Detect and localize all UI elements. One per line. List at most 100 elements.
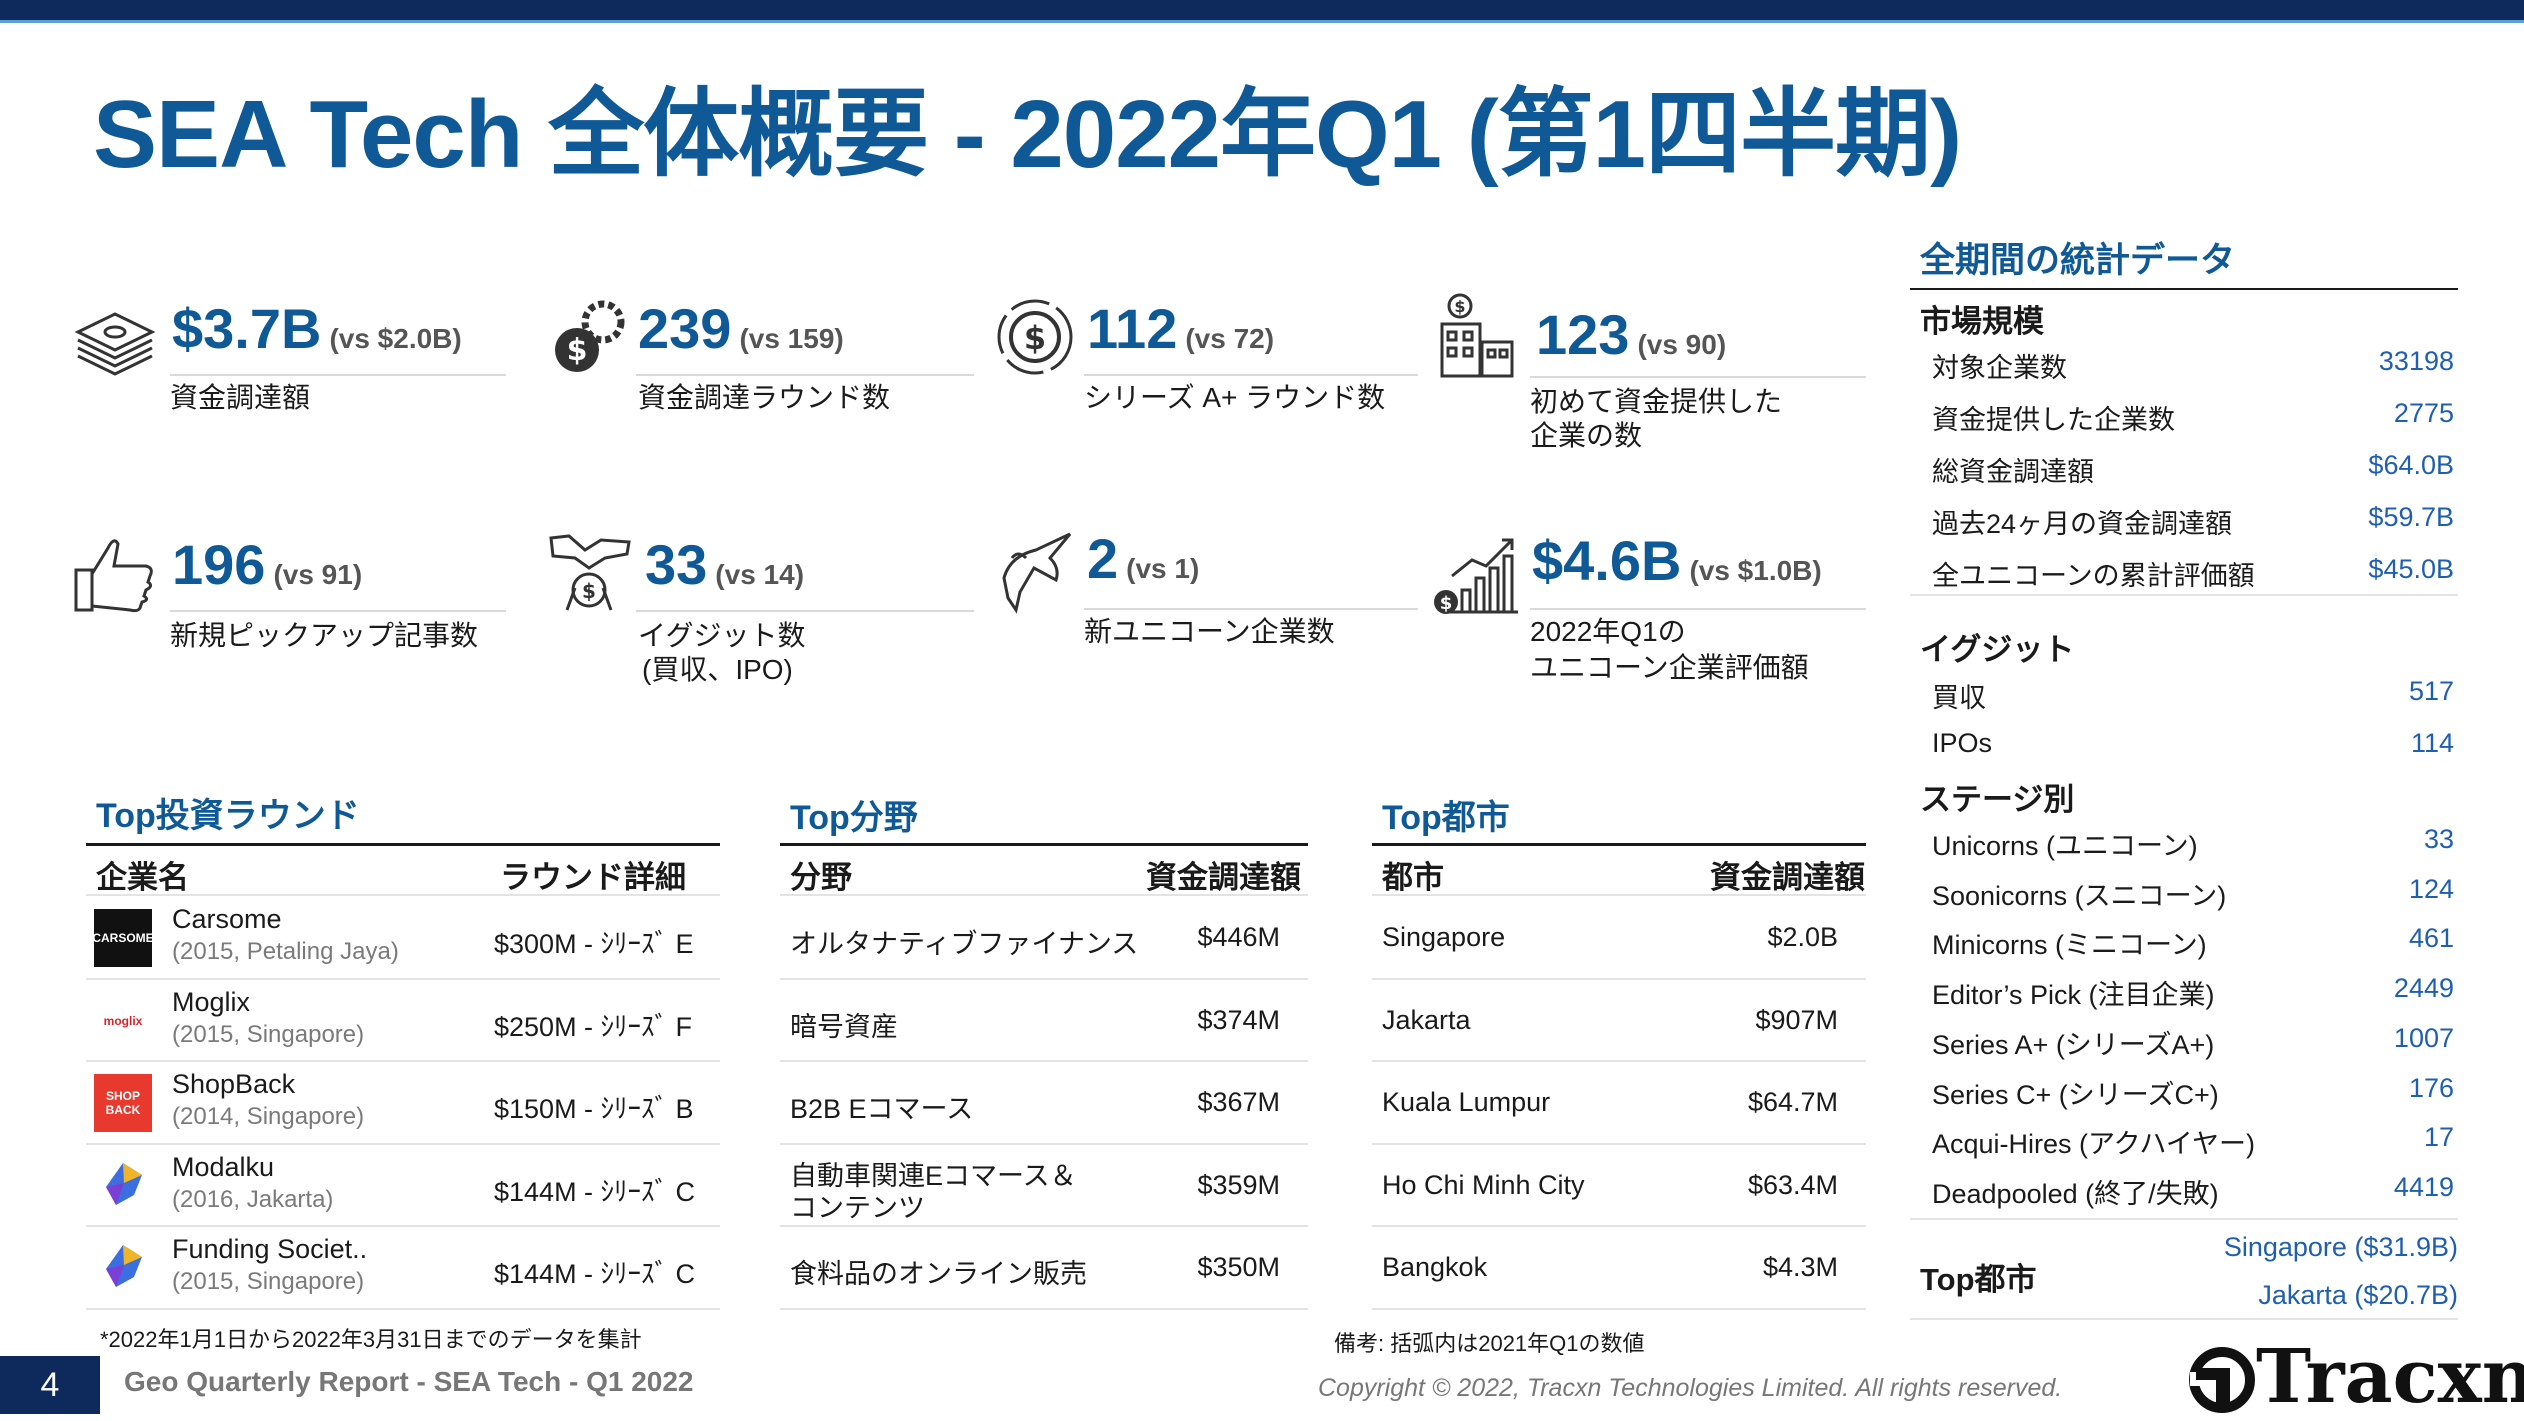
top-sectors-title: Top分野 xyxy=(790,799,918,837)
report-name: Geo Quarterly Report - SEA Tech - Q1 202… xyxy=(124,1366,694,1397)
kpi-value: 239 xyxy=(638,297,732,360)
sector-amount: $359M xyxy=(1197,1169,1280,1200)
column-header-city: 都市 xyxy=(1382,860,1444,895)
company-logo xyxy=(94,1156,152,1215)
stat-label: Series C+ (シリーズC+) xyxy=(1932,1079,2219,1110)
city-name: Ho Chi Minh City xyxy=(1382,1169,1585,1200)
divider xyxy=(170,610,506,612)
kpi-value: 2 xyxy=(1087,527,1119,590)
sector-name: オルタナティブファイナンス xyxy=(790,929,1139,959)
handshake-icon: $ xyxy=(545,528,635,618)
divider xyxy=(1372,1307,1866,1310)
top-bar xyxy=(0,0,2524,20)
divider xyxy=(170,374,506,376)
kpi-label: (買収、IPO) xyxy=(642,654,793,685)
building-dollar-icon: $ xyxy=(1432,292,1522,382)
divider xyxy=(86,977,720,980)
column-header-company: 企業名 xyxy=(96,860,189,895)
dollar-circle-icon: $ xyxy=(990,292,1080,382)
city-name: Bangkok xyxy=(1382,1252,1488,1282)
company-meta: (2015, Singapore) xyxy=(172,1268,365,1295)
divider xyxy=(780,1060,1308,1062)
divider xyxy=(1530,608,1866,610)
company-meta: (2016, Jakarta) xyxy=(172,1185,334,1213)
city-amount: $64.7M xyxy=(1747,1087,1838,1117)
kpi-label: 新ユニコーン企業数 xyxy=(1084,616,1335,647)
svg-text:$: $ xyxy=(1024,319,1046,357)
stat-value: 4419 xyxy=(2393,1171,2454,1202)
kpi-label: 初めて資金提供した xyxy=(1530,386,1783,417)
unicorn-icon xyxy=(990,528,1080,618)
round-detail: $144M - ｼﾘｰｽﾞ C xyxy=(494,1259,696,1289)
top-rounds-title: Top投資ラウンド xyxy=(96,797,360,835)
divider xyxy=(86,1225,720,1227)
divider xyxy=(1372,843,1866,846)
tracxn-brand: Tracxn xyxy=(2256,1334,2524,1420)
divider xyxy=(780,1225,1308,1227)
svg-text:$: $ xyxy=(582,579,596,603)
round-detail: $144M - ｼﾘｰｽﾞ C xyxy=(494,1176,696,1207)
kpi-comparison: (vs 14) xyxy=(715,559,805,590)
divider xyxy=(1372,977,1866,980)
page-number: 4 xyxy=(0,1356,100,1414)
top-city-value: Singapore ($31.9B) xyxy=(2223,1232,2458,1262)
round-detail: $250M - ｼﾘｰｽﾞ F xyxy=(494,1011,693,1042)
kpi-label: 2022年Q1の xyxy=(1530,616,1686,647)
divider xyxy=(1084,374,1418,376)
kpi-comparison: (vs 90) xyxy=(1637,329,1727,360)
stat-value: 1007 xyxy=(2393,1022,2454,1053)
divider xyxy=(1530,376,1866,378)
divider xyxy=(86,894,720,896)
tracxn-logo-icon xyxy=(2186,1344,2258,1416)
divider xyxy=(1372,1225,1866,1227)
stat-label: IPOs xyxy=(1932,728,1993,758)
kpi-value: 112 xyxy=(1087,297,1178,360)
top-cities-title: Top都市 xyxy=(1382,799,1510,837)
svg-text:$: $ xyxy=(1454,297,1465,316)
city-name: Jakarta xyxy=(1382,1004,1471,1035)
copyright: Copyright © 2022, Tracxn Technologies Li… xyxy=(1318,1374,2063,1402)
sector-name: 暗号資産 xyxy=(790,1011,898,1042)
divider xyxy=(780,1142,1308,1145)
city-amount: $63.4M xyxy=(1747,1169,1838,1200)
divider xyxy=(86,1307,720,1310)
exit-heading: イグジット xyxy=(1920,632,2075,667)
kpi-label: 新規ピックアップ記事数 xyxy=(170,620,479,651)
divider xyxy=(1372,894,1866,896)
kpi-value: 196 xyxy=(172,533,266,596)
kpi-label: ユニコーン企業評価額 xyxy=(1530,652,1809,683)
sector-name: コンテンツ xyxy=(790,1192,925,1223)
divider xyxy=(780,843,1308,846)
divider xyxy=(780,1307,1308,1310)
company-name: Funding Societ.. xyxy=(172,1234,368,1264)
kpi-comparison: (vs 72) xyxy=(1185,323,1275,354)
stat-value: 461 xyxy=(2408,923,2454,954)
company-name: ShopBack xyxy=(172,1069,296,1099)
divider xyxy=(1910,288,2458,290)
stat-value: 517 xyxy=(2408,676,2454,706)
kpi-comparison: (vs 159) xyxy=(739,323,844,354)
stat-label: Soonicorns (スニコーン) xyxy=(1932,880,2227,911)
company-name: Carsome xyxy=(172,904,282,934)
kpi-value: 33 xyxy=(645,533,708,596)
stat-value: 124 xyxy=(2408,873,2454,904)
stat-value: 17 xyxy=(2423,1122,2454,1153)
company-logo: moglix xyxy=(94,991,152,1050)
market-size-heading: 市場規模 xyxy=(1920,304,2044,339)
kpi-value: $3.7B xyxy=(172,297,322,360)
divider xyxy=(1372,1060,1866,1062)
city-amount: $907M xyxy=(1755,1004,1838,1035)
stat-value: $59.7B xyxy=(2368,502,2454,532)
top-city-value: Jakarta ($20.7B) xyxy=(2258,1280,2458,1310)
stat-label: 資金提供した企業数 xyxy=(1932,405,2175,435)
stat-label: Acqui-Hires (アクハイヤー) xyxy=(1932,1129,2255,1160)
divider xyxy=(780,894,1308,896)
divider xyxy=(1910,1318,2458,1320)
sector-amount: $367M xyxy=(1197,1087,1280,1117)
stat-label: Minicorns (ミニコーン) xyxy=(1932,930,2207,961)
kpi-label: イグジット数 xyxy=(638,620,806,651)
stat-value: $45.0B xyxy=(2368,554,2454,584)
kpi-value: $4.6B xyxy=(1532,529,1682,592)
kpi-label: シリーズ A+ ラウンド数 xyxy=(1084,382,1386,413)
round-detail: $300M - ｼﾘｰｽﾞ E xyxy=(494,929,694,959)
